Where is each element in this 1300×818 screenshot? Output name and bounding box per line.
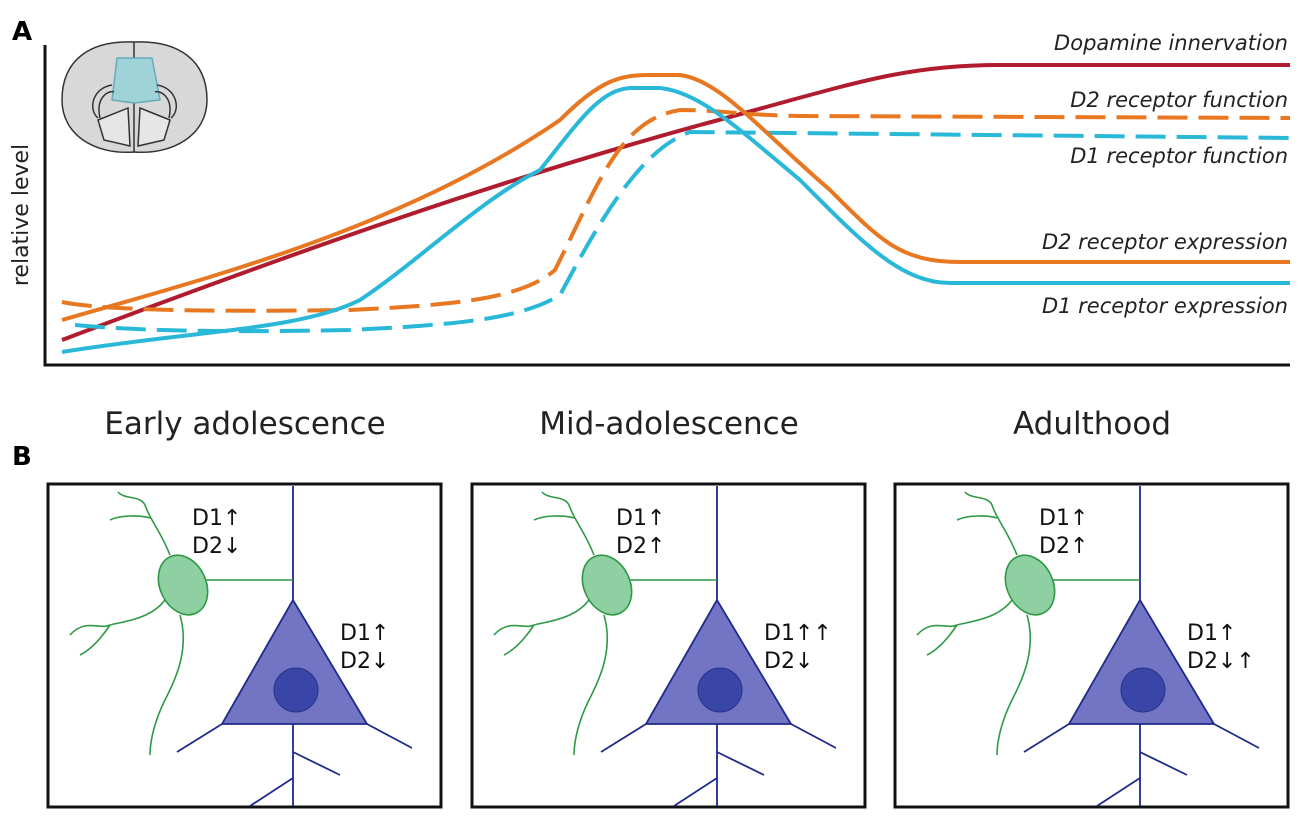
interneuron-processes (493, 491, 717, 756)
brain-icon (61, 41, 208, 154)
interneuron-soma (157, 554, 209, 616)
curve-label: D2 receptor expression (1042, 230, 1288, 254)
y-axis-label: relative level (9, 144, 34, 286)
panel-label: A (12, 17, 32, 47)
nucleus (273, 667, 319, 713)
interneuron-receptor: D2↓ (192, 534, 241, 559)
pyramidal-receptor: D1↑ (340, 621, 389, 646)
pyramidal-receptor: D2↓ (340, 649, 389, 674)
curve-label: Dopamine innervation (1054, 31, 1288, 55)
stage-label: Mid-adolescence (539, 406, 799, 442)
panel-frame (46, 482, 443, 809)
pyramidal-receptor: D1↑↑ (764, 621, 832, 646)
axon (600, 486, 837, 807)
pyramidal-soma (220, 598, 369, 725)
pyramidal-receptor: D1↑ (1187, 621, 1236, 646)
interneuron-receptor: D2↑ (616, 534, 665, 559)
stage-label: Early adolescence (104, 406, 386, 442)
interneuron-receptor: D1↑ (616, 506, 665, 531)
axon (176, 486, 413, 807)
panel-frame (893, 482, 1290, 809)
interneuron-soma (1004, 554, 1056, 616)
pyramidal-receptor: D2↓ (764, 649, 813, 674)
neuron-panel: Adulthood D1↑ D2↑ D1↑ D2↓↑ (893, 406, 1290, 809)
interneuron-soma (581, 554, 633, 616)
curve-d1-expression (61, 86, 1290, 354)
interneuron-processes (916, 491, 1140, 756)
stage-label: Adulthood (1013, 406, 1171, 442)
curve-d1-function (74, 129, 1291, 334)
curve-dopamine (61, 63, 1290, 342)
nucleus (697, 667, 743, 713)
pyramidal-soma (644, 598, 793, 725)
curve-label: D1 receptor function (1070, 144, 1288, 168)
interneuron-processes (69, 491, 293, 756)
interneuron-receptor: D1↑ (1039, 506, 1088, 531)
curve-label: D1 receptor expression (1042, 294, 1288, 318)
pyramidal-soma (1067, 598, 1216, 725)
interneuron-receptor: D2↑ (1039, 534, 1088, 559)
panel-label: B (12, 442, 32, 472)
pyramidal-receptor: D2↓↑ (1187, 649, 1255, 674)
interneuron-receptor: D1↑ (192, 506, 241, 531)
panel-frame (470, 482, 867, 809)
nucleus (1120, 667, 1166, 713)
axes (43, 45, 1290, 367)
curve-label: D2 receptor function (1070, 88, 1288, 112)
curve-d2-function (61, 107, 1291, 313)
axon (1023, 486, 1260, 807)
neuron-panel: Mid-adolescence D1↑ D2↑ D1↑↑ D2↓ (470, 406, 867, 809)
curve-d2-expression (61, 73, 1290, 322)
neuron-panel: Early adolescence D1↑ D2↓ D1↑ D2↓ (46, 406, 443, 809)
